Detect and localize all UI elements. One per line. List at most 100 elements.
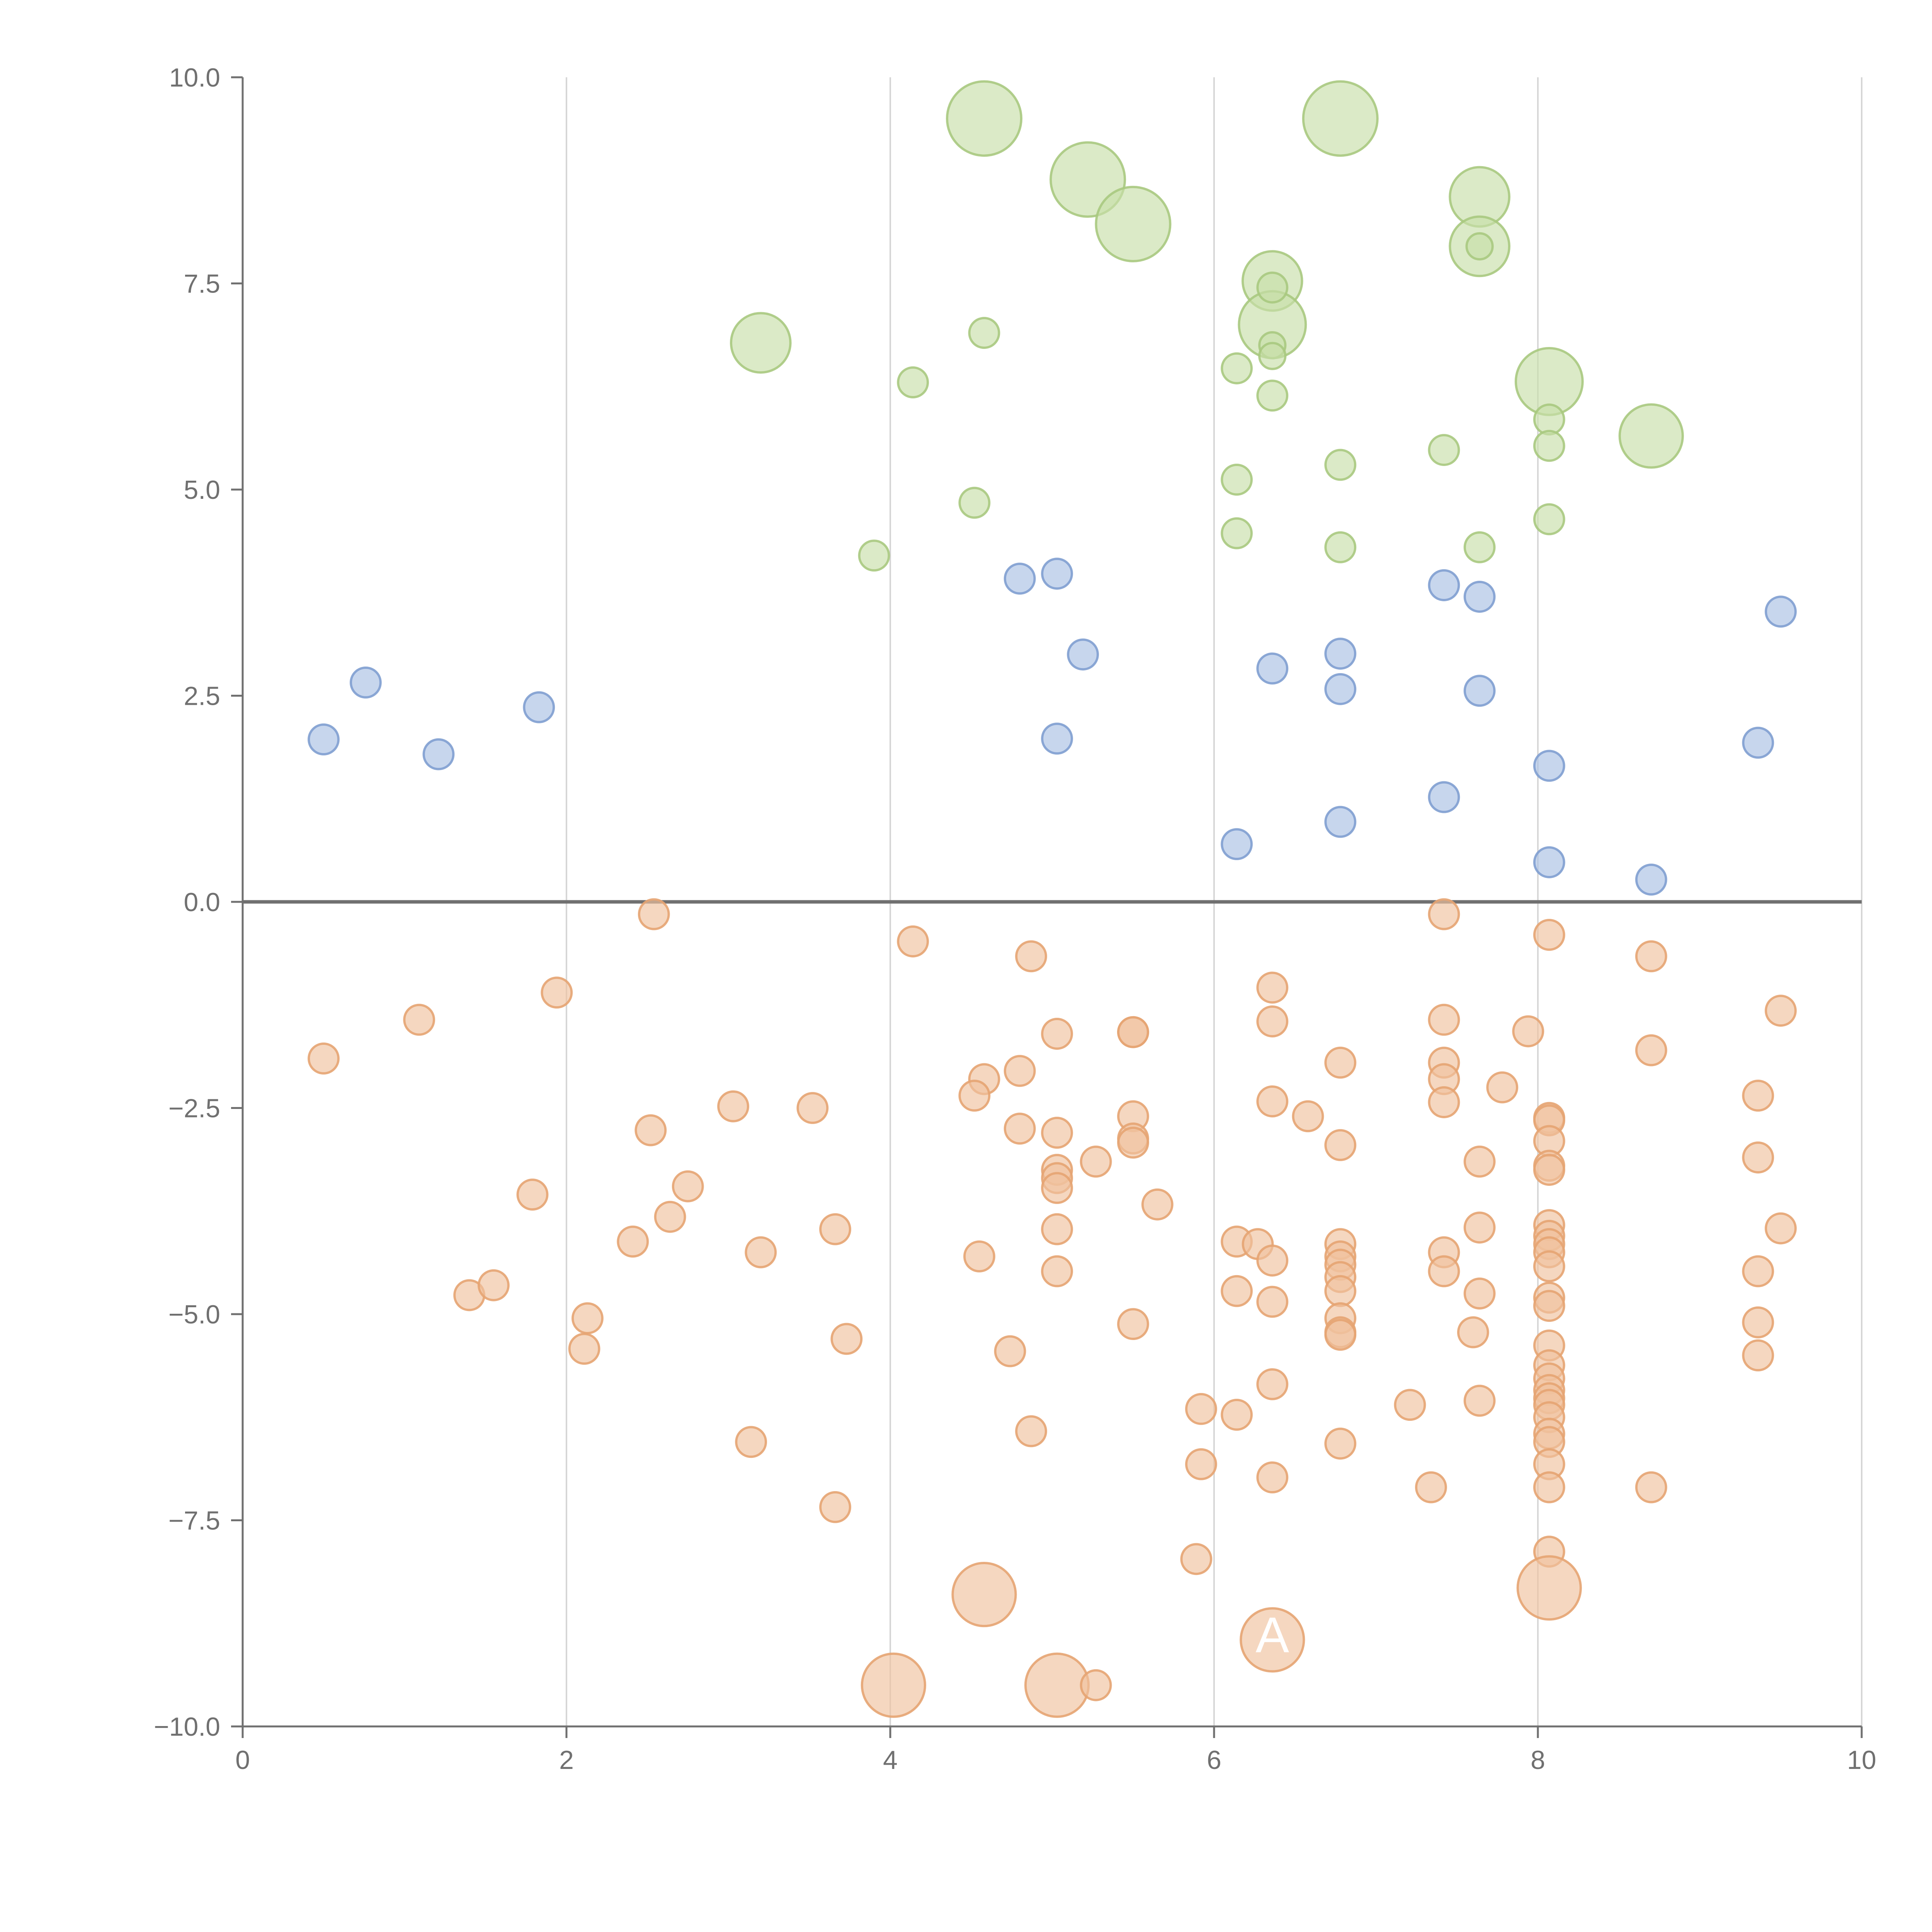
scatter-point-s2-33 <box>1117 1126 1149 1159</box>
scatter-point-s2-41 <box>1533 1154 1565 1186</box>
scatter-point-s2-17 <box>1512 1015 1544 1048</box>
scatter-point-s0-14 <box>1258 342 1287 370</box>
scatter-point-s2-93 <box>1324 1318 1357 1351</box>
scatter-point-s0-19 <box>1533 403 1565 436</box>
scatter-point-s2-74 <box>1533 1250 1565 1282</box>
scatter-point-s2-45 <box>1080 1145 1112 1178</box>
scatter-point-s1-17 <box>1428 781 1460 813</box>
scatter-point-s2-121 <box>951 1561 1017 1628</box>
scatter-point-s2-88 <box>1117 1308 1149 1340</box>
scatter-point-s2-89 <box>1221 1275 1253 1307</box>
scatter-point-s0-1 <box>1302 80 1379 157</box>
scatter-point-s2-114 <box>1324 1427 1357 1460</box>
scatter-point-s2-79 <box>1742 1306 1774 1338</box>
scatter-point-s0-15 <box>968 317 1000 349</box>
scatter-point-s2-26 <box>717 1090 749 1122</box>
scatter-point-s2-76 <box>1533 1290 1565 1322</box>
scatter-point-s2-81 <box>1041 1255 1073 1287</box>
scatter-point-s2-51 <box>1141 1188 1173 1221</box>
scatter-point-s2-49 <box>672 1170 704 1202</box>
scatter-point-s0-26 <box>1324 531 1357 563</box>
scatter-point-s2-42 <box>1742 1080 1774 1112</box>
y-tick-label: −2.5 <box>168 1094 220 1123</box>
scatter-point-s1-15 <box>1742 726 1774 759</box>
scatter-point-s0-23 <box>1221 463 1253 496</box>
scatter-point-s1-16 <box>1533 750 1565 782</box>
scatter-point-s0-11 <box>1618 403 1684 469</box>
scatter-point-s2-3 <box>541 976 573 1009</box>
scatter-point-s2-105 <box>1533 1471 1565 1503</box>
scatter-point-s2-80 <box>1742 1339 1774 1372</box>
scatter-point-s2-90 <box>1256 1286 1289 1318</box>
scatter-point-s2-68 <box>1463 1211 1496 1244</box>
axes: 0 2 4 6 8 10 10.0 7.5 5.0 2.5 0.0 −2.5 −5.0 −7.5 −10.0 <box>154 63 1876 1775</box>
scatter-point-s2-113 <box>1015 1415 1047 1447</box>
scatter-point-s2-122 <box>1516 1555 1582 1621</box>
scatter-point-s2-25 <box>958 1080 991 1112</box>
scatter-point-s2-4 <box>403 1003 435 1036</box>
scatter-point-s2-117 <box>1415 1471 1447 1503</box>
scatter-point-s2-116 <box>1256 1461 1289 1493</box>
y-tick-label: −10.0 <box>154 1712 220 1742</box>
scatter-point-s2-87 <box>994 1335 1026 1367</box>
scatter-point-s1-8 <box>1256 652 1289 685</box>
scatter-point-s2-112 <box>735 1426 767 1458</box>
scatter-point-s0-3 <box>1095 185 1172 262</box>
scatter-point-s0-22 <box>1324 449 1357 481</box>
scatter-point-s2-69 <box>1463 1277 1496 1310</box>
y-tick-label: 0.0 <box>184 888 220 917</box>
scatter-point-s2-11 <box>1324 1046 1357 1079</box>
scatter-point-s2-30 <box>1041 1117 1073 1149</box>
x-tick-label: 8 <box>1531 1745 1545 1775</box>
scatter-point-s0-28 <box>1533 503 1565 536</box>
scatter-point-s2-21 <box>1635 1034 1667 1066</box>
scatter-point-s2-5 <box>308 1043 340 1075</box>
scatter-point-s1-11 <box>1428 569 1460 601</box>
scatter-point-s2-36 <box>1324 1129 1357 1161</box>
scatter-point-s2-126 <box>1080 1669 1112 1701</box>
scatter-point-s2-10 <box>1256 1005 1289 1037</box>
scatter-point-s2-27 <box>796 1092 829 1124</box>
scatter-point-s2-13 <box>1428 1003 1460 1036</box>
data-points <box>308 80 1797 1718</box>
scatter-point-s2-23 <box>1003 1055 1036 1087</box>
scatter-point-s2-83 <box>478 1269 510 1301</box>
scatter-point-s0-27 <box>1463 531 1496 563</box>
scatter-point-s2-55 <box>745 1236 777 1269</box>
scatter-point-s2-20 <box>1635 940 1667 973</box>
scatter-point-s2-16 <box>1428 1086 1460 1118</box>
x-tick-label: 6 <box>1207 1745 1221 1775</box>
scatter-point-s0-0 <box>946 80 1023 157</box>
scatter-point-s2-118 <box>1635 1471 1667 1503</box>
scatter-point-s1-2 <box>422 738 455 770</box>
scatter-point-s1-20 <box>1533 846 1565 878</box>
scatter-point-s2-85 <box>568 1333 600 1365</box>
scatter-point-s2-35 <box>1292 1100 1324 1133</box>
scatter-point-s0-25 <box>1221 517 1253 549</box>
scatter-point-s2-119 <box>819 1491 851 1523</box>
scatter-point-s2-9 <box>1256 971 1289 1004</box>
scatter-point-s1-18 <box>1324 806 1357 838</box>
scatter-point-s0-6 <box>1465 232 1494 261</box>
y-tick-label: 7.5 <box>184 269 220 299</box>
y-tick-label: −7.5 <box>168 1506 220 1536</box>
scatter-point-s1-3 <box>523 691 555 723</box>
scatter-point-s0-16 <box>897 366 929 398</box>
annotations: A <box>1255 1607 1289 1663</box>
scatter-point-s1-6 <box>1067 638 1099 671</box>
y-tick-label: 2.5 <box>184 682 220 711</box>
scatter-point-s1-1 <box>350 666 382 699</box>
scatter-point-s0-24 <box>958 486 991 519</box>
scatter-point-s1-9 <box>1324 638 1357 670</box>
scatter-point-s2-123 <box>1240 1607 1305 1673</box>
x-tick-label: 0 <box>235 1745 250 1775</box>
scatter-point-s2-78 <box>1742 1255 1774 1287</box>
scatter-point-s2-120 <box>1180 1543 1213 1575</box>
scatter-point-s0-9 <box>730 312 792 374</box>
scatter-point-s2-52 <box>654 1201 686 1233</box>
scatter-point-s2-56 <box>1041 1213 1073 1245</box>
scatter-point-s0-17 <box>1221 352 1253 384</box>
scatter-point-s2-115 <box>1185 1448 1217 1480</box>
scatter-point-s2-22 <box>1765 995 1797 1027</box>
